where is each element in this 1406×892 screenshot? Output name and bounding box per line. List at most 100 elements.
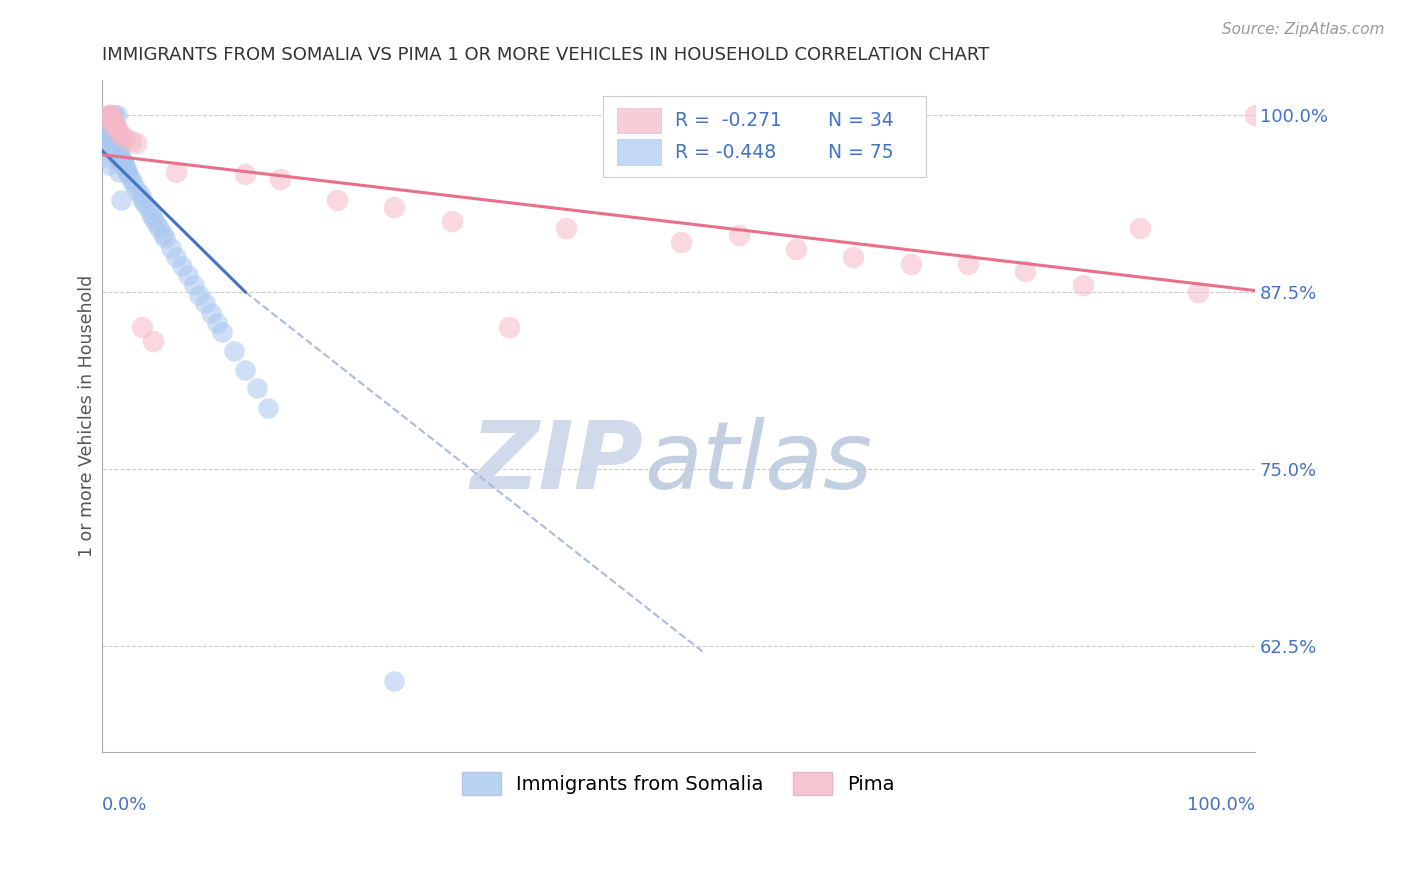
Immigrants from Somalia [194, 296, 217, 310]
Immigrants from Somalia [103, 139, 125, 153]
Pima [1071, 277, 1094, 292]
Immigrants from Somalia [107, 147, 129, 161]
Immigrants from Somalia [101, 108, 124, 122]
Immigrants from Somalia [112, 156, 135, 170]
Immigrants from Somalia [105, 139, 128, 153]
Pima [108, 125, 131, 139]
Immigrants from Somalia [134, 195, 156, 210]
Pima [114, 130, 136, 145]
Immigrants from Somalia [233, 363, 256, 377]
Pima [104, 120, 127, 134]
Immigrants from Somalia [103, 134, 125, 148]
Immigrants from Somalia [100, 108, 122, 122]
Immigrants from Somalia [98, 134, 121, 148]
Text: IMMIGRANTS FROM SOMALIA VS PIMA 1 OR MORE VEHICLES IN HOUSEHOLD CORRELATION CHAR: IMMIGRANTS FROM SOMALIA VS PIMA 1 OR MOR… [101, 46, 988, 64]
Immigrants from Somalia [103, 136, 125, 151]
Immigrants from Somalia [100, 136, 122, 151]
Pima [842, 250, 865, 264]
Immigrants from Somalia [103, 132, 125, 146]
Text: R =  -0.271: R = -0.271 [675, 112, 782, 130]
Immigrants from Somalia [111, 153, 134, 168]
Immigrants from Somalia [97, 144, 120, 158]
Immigrants from Somalia [101, 134, 124, 148]
Immigrants from Somalia [200, 306, 222, 320]
FancyBboxPatch shape [617, 108, 661, 134]
Immigrants from Somalia [108, 151, 131, 165]
Pima [957, 257, 980, 271]
Immigrants from Somalia [107, 142, 129, 156]
Immigrants from Somalia [115, 161, 138, 176]
Pima [103, 116, 125, 130]
Pima [120, 134, 142, 148]
Pima [384, 200, 406, 214]
Immigrants from Somalia [188, 287, 211, 301]
Immigrants from Somalia [114, 159, 136, 173]
Pima [110, 128, 132, 142]
Pima [440, 214, 463, 228]
Immigrants from Somalia [110, 151, 132, 165]
Immigrants from Somalia [98, 125, 121, 139]
Pima [105, 122, 128, 136]
Immigrants from Somalia [103, 108, 125, 122]
Immigrants from Somalia [108, 147, 131, 161]
Immigrants from Somalia [103, 145, 125, 159]
Immigrants from Somalia [145, 216, 167, 230]
Pima [142, 334, 165, 349]
FancyBboxPatch shape [617, 139, 661, 165]
Pima [98, 108, 121, 122]
Text: atlas: atlas [644, 417, 872, 508]
Immigrants from Somalia [98, 115, 121, 129]
Immigrants from Somalia [108, 153, 131, 168]
Immigrants from Somalia [183, 277, 205, 292]
Y-axis label: 1 or more Vehicles in Household: 1 or more Vehicles in Household [79, 275, 96, 557]
Text: N = 34: N = 34 [828, 112, 894, 130]
Immigrants from Somalia [128, 187, 150, 202]
Pima [1187, 285, 1209, 299]
Immigrants from Somalia [97, 136, 120, 151]
Legend: Immigrants from Somalia, Pima: Immigrants from Somalia, Pima [454, 764, 903, 803]
Immigrants from Somalia [100, 130, 122, 145]
Immigrants from Somalia [246, 381, 269, 395]
Pima [125, 136, 148, 151]
Immigrants from Somalia [165, 250, 187, 264]
Pima [165, 164, 187, 178]
Immigrants from Somalia [117, 168, 139, 182]
Immigrants from Somalia [125, 181, 148, 195]
Immigrants from Somalia [177, 268, 200, 282]
Pima [101, 113, 124, 128]
Immigrants from Somalia [152, 227, 174, 241]
Immigrants from Somalia [172, 260, 194, 274]
Immigrants from Somalia [159, 241, 181, 255]
Immigrants from Somalia [257, 401, 280, 415]
Text: ZIP: ZIP [471, 417, 644, 508]
Pima [900, 257, 922, 271]
Pima [1014, 264, 1036, 278]
Text: 100.0%: 100.0% [1187, 796, 1256, 814]
Pima [131, 320, 153, 334]
Immigrants from Somalia [110, 156, 132, 170]
Immigrants from Somalia [103, 142, 125, 156]
Immigrants from Somalia [97, 158, 120, 172]
Pima [1244, 108, 1267, 122]
Pima [326, 193, 349, 207]
Immigrants from Somalia [142, 211, 165, 226]
Immigrants from Somalia [148, 221, 170, 235]
Immigrants from Somalia [101, 139, 124, 153]
Pima [727, 228, 749, 243]
Immigrants from Somalia [97, 151, 120, 165]
Pima [269, 171, 291, 186]
Immigrants from Somalia [104, 147, 127, 161]
Immigrants from Somalia [105, 108, 128, 122]
Text: N = 75: N = 75 [828, 143, 894, 161]
Immigrants from Somalia [98, 120, 121, 134]
Immigrants from Somalia [101, 129, 124, 144]
Pima [555, 221, 578, 235]
Pima [671, 235, 693, 250]
Text: Source: ZipAtlas.com: Source: ZipAtlas.com [1222, 22, 1385, 37]
Pima [97, 108, 120, 122]
Immigrants from Somalia [108, 164, 131, 178]
Immigrants from Somalia [141, 207, 163, 221]
FancyBboxPatch shape [603, 96, 927, 178]
Pima [100, 111, 122, 125]
Pima [1129, 221, 1152, 235]
